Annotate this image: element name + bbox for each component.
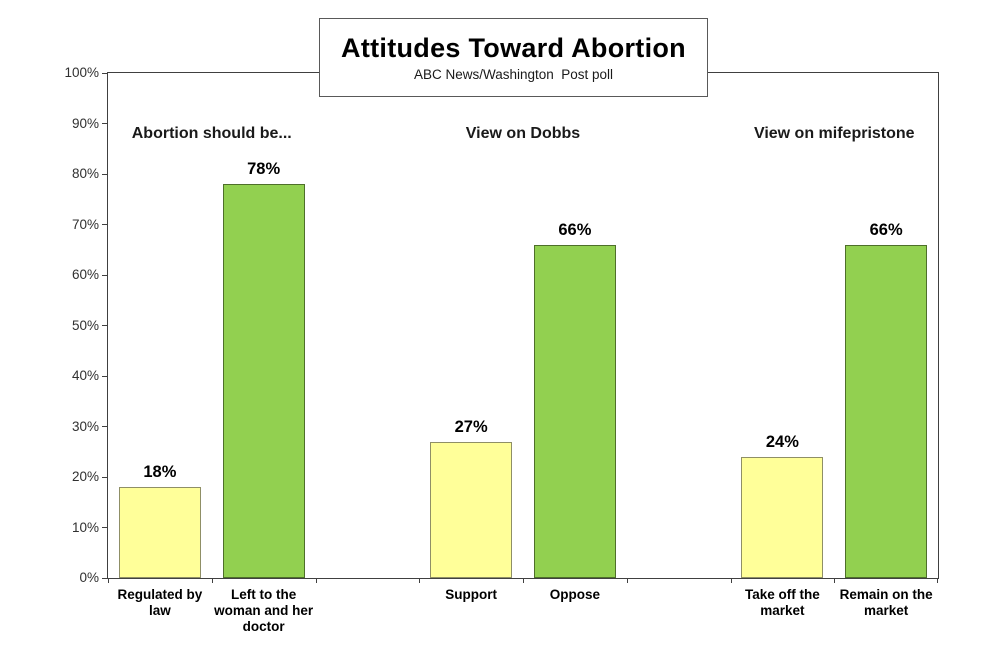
y-tick-mark bbox=[102, 274, 108, 276]
bar-category-label: Oppose bbox=[549, 587, 600, 602]
y-tick-label: 10% bbox=[71, 519, 99, 535]
y-tick-label: 70% bbox=[71, 216, 99, 232]
y-tick-mark bbox=[102, 325, 108, 326]
group-header: View on Dobbs bbox=[465, 125, 581, 142]
y-tick-label: 60% bbox=[71, 267, 99, 282]
group-header: Abortion should be... bbox=[131, 125, 292, 142]
bar-value-label: 18% bbox=[143, 463, 177, 482]
x-tick-mark bbox=[834, 578, 835, 583]
bar-category-label: Left to the woman and her doctor bbox=[214, 587, 314, 634]
x-tick-mark bbox=[731, 578, 732, 583]
chart-title-box: Attitudes Toward Abortion ABC News/Washi… bbox=[319, 18, 708, 97]
y-tick-mark bbox=[102, 173, 108, 175]
bar-value-label: 66% bbox=[869, 220, 903, 239]
x-tick-mark bbox=[627, 578, 628, 583]
y-tick-label: 90% bbox=[71, 115, 99, 131]
bar-value-label: 66% bbox=[558, 220, 592, 239]
plot-area: 0% 10% 20% 30% 40% 50% 60% 70% 80% 90% 100% Abortio… bbox=[64, 66, 939, 634]
y-tick-label: 30% bbox=[71, 418, 99, 434]
y-tick-mark bbox=[102, 375, 108, 377]
x-tick-mark bbox=[523, 578, 524, 583]
bar-value-label: 24% bbox=[765, 432, 799, 451]
x-tick-mark bbox=[108, 578, 109, 583]
y-tick-label: 0% bbox=[79, 570, 99, 585]
y-tick-mark bbox=[102, 527, 108, 528]
bar-left-to-the-woman-and-her-doctor bbox=[222, 184, 305, 578]
chart-title: Attitudes Toward Abortion bbox=[341, 33, 686, 63]
y-tick-label: 80% bbox=[71, 166, 99, 181]
bar-support bbox=[430, 441, 513, 578]
y-tick-mark bbox=[102, 123, 108, 124]
y-tick-mark bbox=[102, 577, 108, 579]
y-tick-mark bbox=[102, 224, 108, 225]
bar-category-label: Support bbox=[445, 587, 497, 602]
x-tick-mark bbox=[419, 578, 420, 583]
x-tick-mark bbox=[212, 578, 213, 583]
y-tick-label: 20% bbox=[71, 469, 99, 484]
y-tick-label: 40% bbox=[71, 368, 99, 383]
bar-category-label: Regulated by law bbox=[117, 587, 203, 618]
y-tick-mark bbox=[102, 476, 108, 478]
y-tick-label: 50% bbox=[71, 317, 99, 333]
bar-value-label: 27% bbox=[454, 417, 488, 436]
chart-subtitle: ABC News/Washington Post poll bbox=[413, 67, 614, 82]
bar-category-label: Remain on the market bbox=[839, 587, 933, 618]
bar-value-label: 78% bbox=[247, 160, 281, 179]
bar-take-off-the-market bbox=[741, 456, 824, 578]
bar-oppose bbox=[533, 244, 616, 578]
x-tick-mark bbox=[316, 578, 317, 583]
group-header: View on mifepristone bbox=[753, 125, 915, 142]
y-tick-label: 100% bbox=[64, 65, 99, 80]
bar-regulated-by-law bbox=[118, 487, 201, 578]
bar-remain-on-the-market bbox=[845, 244, 928, 578]
y-tick-mark bbox=[102, 426, 108, 427]
bar-category-label: Take off the market bbox=[744, 587, 820, 618]
y-tick-mark bbox=[102, 72, 108, 74]
x-tick-mark bbox=[937, 578, 938, 583]
